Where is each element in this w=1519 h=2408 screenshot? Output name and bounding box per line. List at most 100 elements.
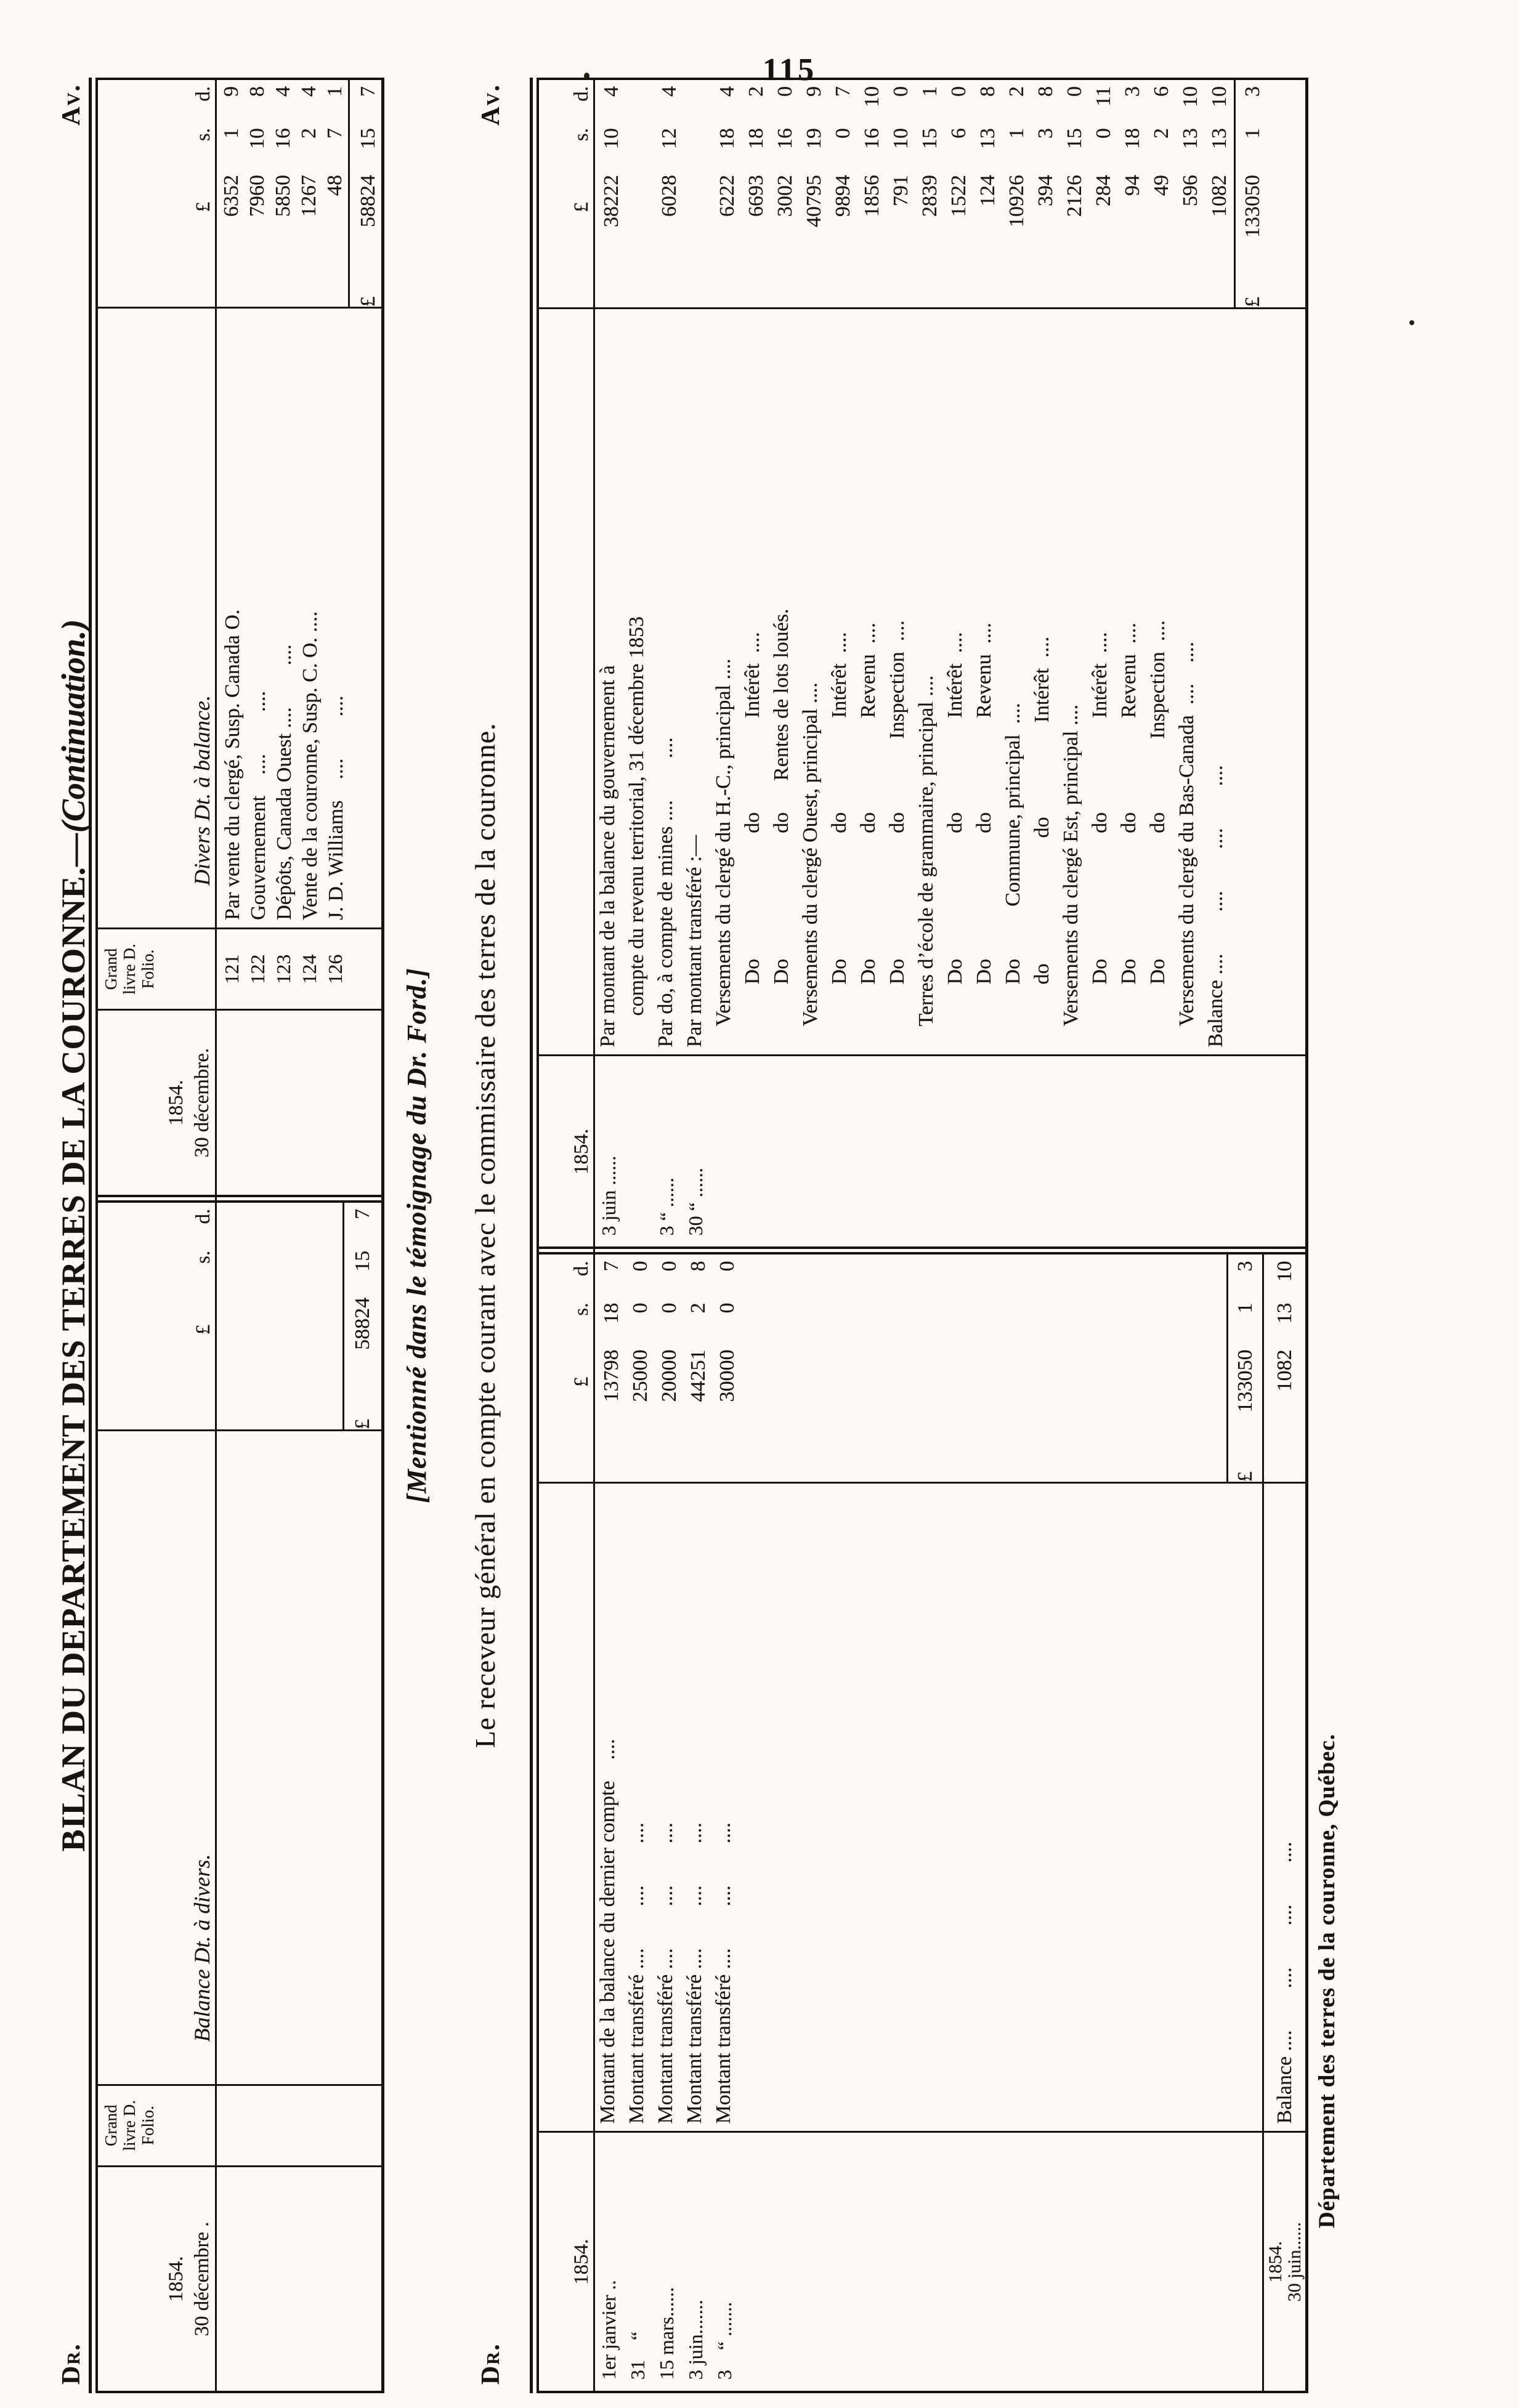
t1-dr-date-column: 1854. 30 décembre . (98, 2167, 381, 2391)
t1-av-desc-cell: Gouvernement .... .... (247, 690, 270, 920)
t2-av-date-cell (768, 1056, 797, 1246)
t1-av-folio-cell: 123 (272, 954, 294, 984)
scan-speck (584, 73, 589, 79)
t2-dr-desc-column: Montant de la balance du dernier compte … (539, 1484, 1305, 2133)
t2-dr-date-cell: 1er janvier .. (597, 2280, 620, 2380)
t2-dr-amount-cell: 25000 0 0 (628, 1261, 652, 1402)
t2-av-desc-cell: Do do Intérêt .... (943, 632, 966, 1048)
t1-dr-total: £58824 15 7 (342, 1202, 381, 1429)
t1-av-amount-cell: 7960 10 8 (246, 86, 269, 217)
t2-av-amount-cell: 6693 18 2 (744, 86, 768, 217)
t2-av-date-cell (1058, 1056, 1087, 1246)
t2-av-desc-cell: Do do Revenu .... (856, 623, 880, 1048)
t2-av-date-cell (1029, 1056, 1058, 1246)
t1-av-folio-column: Grand livre D. Folio. 121 122 123 124 126 (98, 929, 381, 1011)
t2-av-amount-cell: 2126 15 0 (1063, 86, 1086, 217)
t1-av-folio-cell: 121 (220, 954, 243, 984)
t2-av-amount-cell: 38222 10 4 (599, 86, 623, 227)
t2-av-amount-cell: 284 0 11 (1092, 86, 1115, 206)
t1-av-amount-cell: 5850 16 4 (272, 86, 294, 217)
t2-av-date-cell (942, 1056, 971, 1246)
t2-dr-year: 1854. (570, 2239, 593, 2285)
t2-dr-desc-cell: Montant transféré .... .... .... (683, 1822, 706, 2124)
t1-dr-folio-column: Grand livre D. Folio. (98, 2085, 381, 2167)
t2-av-desc-cell: Versements du clergé du H.-C., principal… (711, 658, 735, 1048)
t2-av-amount-cell: 10926 1 2 (1005, 86, 1028, 227)
t2-dr-desc-cell: Montant de la balance du dernier compte … (596, 1739, 619, 2124)
t2-dr-balance-amount: 1082 13 10 (1262, 1255, 1305, 1482)
t2-dr-date-cell: 3 juin....... (684, 2300, 707, 2380)
t2-av-money-column: £ s. d. 38222 10 4 6028 12 4 6222 18 4 6693 18 2 3002 1… (539, 79, 1305, 309)
t2-av-date-cell (1202, 1056, 1231, 1246)
t1-dr-date: 1854. 30 décembre . (165, 2221, 213, 2337)
t2-dr-balance-desc: Balance .... .... .... .... (1262, 1484, 1305, 2131)
t2-av-desc-cell: Terres d’école de grammaire, principal .… (914, 675, 938, 1048)
center-double-rule (539, 1246, 1305, 1255)
t1-av-amount-cell: 6352 1 9 (220, 86, 243, 217)
t1-av-folio-cell: 122 (246, 954, 269, 984)
t2-dr-balance-date: 1854. 30 juin...... (1262, 2133, 1305, 2391)
t1-av-desc-cell: Par vente du clergé, Susp. Canada O. (221, 609, 244, 920)
t1-av-amount-cell: 1267 2 4 (298, 86, 320, 217)
t2-av-desc-cell: compte du revenu territorial, 31 décembr… (625, 616, 648, 1048)
t2-av-desc-cell: Versements du clergé Ouest, principal ..… (798, 682, 822, 1048)
title-continuation: (Continuation.) (55, 619, 92, 833)
t2-dr-desc-cell: Montant transféré .... .... .... (654, 1822, 677, 2124)
t2-av-amount-cell: 9894 0 7 (831, 86, 854, 217)
middle-heading-band: [Mentionné dans le témoignage du Dr. For… (384, 78, 532, 2393)
t1-av-desc-cell: Vente de la couronne, Susp. C. O. .... (299, 611, 322, 920)
t1-dr-desc-column: Balance Dt. à divers. (98, 1431, 381, 2086)
department-signature: Département des terres de la couronne, Q… (1314, 1734, 1340, 2228)
t2-dr-date-cell: 15 mars...... (655, 2287, 678, 2380)
t2-av-desc-cell: Par do, à compte de mines .... .... (654, 737, 677, 1048)
t2-dr-amount-cell: 44251 2 8 (686, 1261, 710, 1402)
t2-dr-date-column: 1854. 1er janvier .. 31 “ 15 mars...... 3 j… (539, 2133, 1305, 2391)
t2-av-desc-cell: Do Commune, principal .... (1001, 703, 1024, 1048)
t1-av-money-header: £ s. d. (192, 86, 214, 212)
t2-av-desc-cell: Versements du clergé Est, principal .... (1059, 705, 1082, 1048)
t2-av-desc-cell: Balance .... .... .... .... (1204, 765, 1227, 1048)
t2-av-amount-cell: 1082 13 10 (1207, 86, 1231, 217)
t2-av-desc-column: Par montant de la balance du gouvernemen… (539, 309, 1305, 1057)
t2-dr-amount-cell: 13798 18 7 (599, 1261, 623, 1402)
t2-av-date-cell (1087, 1056, 1116, 1246)
t2-av-amount-cell: 40795 19 9 (802, 86, 825, 227)
t2-av-amount-cell (626, 80, 655, 307)
t1-av-total: £58824 15 7 (348, 79, 387, 307)
t2-av-desc-cell: Par montant transféré :— (683, 834, 706, 1048)
t2-av-money-header: £ s. d. (570, 86, 593, 212)
t1-dr-money-header: £ s. d. (192, 1208, 214, 1335)
t1-av-desc-cell: Dépôts, Canada Ouest .... .... (273, 644, 296, 920)
t1-av-money-column: £ s. d. 6352 1 9 7960 10 8 5850 16 4 1267 2 4 48 7 1 £58… (98, 79, 387, 309)
t2-av-amount-cell: 94 18 3 (1120, 86, 1144, 196)
t2-av-date-cell (1000, 1056, 1029, 1246)
t2-av-date-cell (797, 1056, 826, 1246)
t1-dr-folio-header: Grand livre D. Folio. (102, 2099, 157, 2151)
debit-label-table2: Dr. (477, 2343, 505, 2385)
t2-dr-date-cell: 31 “ (626, 2331, 649, 2380)
account-heading: Le receveur général en compte courant av… (469, 722, 501, 1748)
t2-av-date-cell (623, 1056, 652, 1246)
table2-top-double-rule (530, 78, 539, 2393)
t2-dr-amount-cell: 20000 0 0 (657, 1261, 681, 1402)
credit-label-table2: Av. (477, 84, 505, 126)
t2-av-year: 1854. (570, 1128, 593, 1175)
t2-av-amount-cell: 1856 16 10 (860, 86, 883, 217)
t2-av-date-cell (739, 1056, 768, 1246)
t2-av-amount-cell: 1522 6 0 (947, 86, 970, 217)
page-title: BILAN DU DEPARTEMENT DES TERRES DE LA CO… (54, 78, 92, 2393)
t1-av-desc-cell: J. D. Williams .... .... (325, 695, 347, 920)
t1-av-desc-column: Divers Dt. à balance. Par vente du clerg… (98, 309, 381, 929)
credit-label-table1: Av. (57, 84, 86, 126)
t2-av-date-cell (710, 1056, 739, 1246)
t2-av-desc-cell: Do do Inspection .... (1146, 620, 1169, 1048)
t2-av-date-cell (1144, 1056, 1173, 1246)
top-double-rule (89, 78, 98, 2393)
t2-dr-total: £133050 1 3 (1226, 1255, 1262, 1482)
t1-av-folio-header: Grand livre D. Folio. (102, 943, 157, 995)
t2-dr-desc-cell: Montant transféré .... .... .... (711, 1822, 735, 2124)
t2-dr-date-cell: 3 “ ....... (713, 2301, 735, 2380)
t2-av-date-cell (884, 1056, 913, 1246)
t2-av-amount-cell: 6028 12 4 (657, 86, 681, 217)
t2-av-desc-cell: Do do Revenu .... (972, 623, 995, 1048)
